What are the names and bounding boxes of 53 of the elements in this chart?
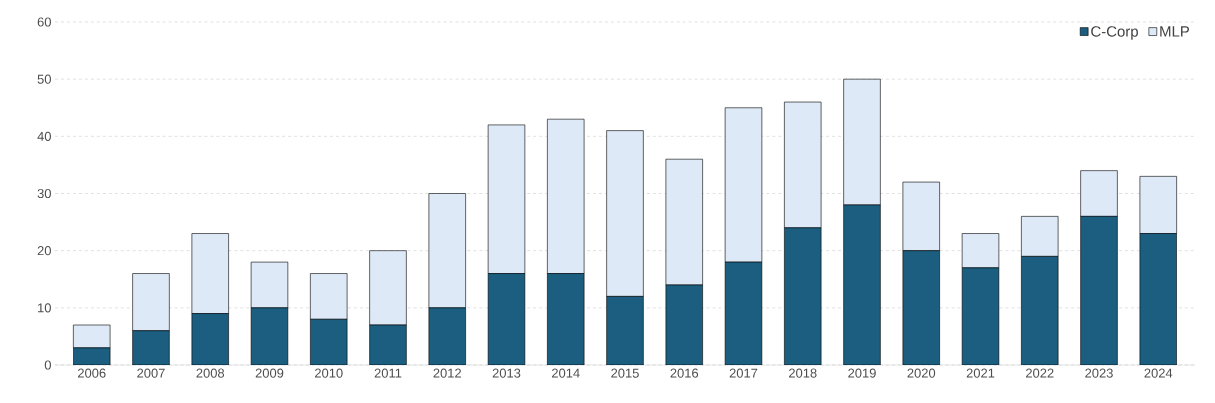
x-tick-label: 2012 — [433, 368, 461, 378]
x-tick-label: 2020 — [907, 368, 936, 378]
y-tick-label: 20 — [37, 246, 51, 256]
y-tick-label: 40 — [37, 131, 51, 141]
x-tick-label: 2007 — [137, 368, 165, 378]
x-tick-label: 2015 — [611, 368, 639, 378]
bar — [961, 233, 1000, 269]
x-tick-label: 2021 — [966, 368, 995, 378]
y-tick-label: 60 — [37, 17, 51, 27]
bar — [1139, 233, 1177, 365]
x-tick-label: 2014 — [551, 368, 580, 378]
legend-label: C-Corp — [1091, 26, 1138, 40]
y-tick-label: 50 — [37, 74, 51, 84]
bar — [1080, 216, 1118, 365]
x-tick-label: 2009 — [255, 368, 284, 378]
bar — [310, 318, 348, 365]
bar — [132, 273, 170, 331]
bar — [606, 296, 644, 365]
bar — [1021, 256, 1059, 365]
x-tick-label: 2018 — [789, 368, 817, 378]
legend-label: MLP — [1160, 26, 1190, 37]
x-tick-label: 2013 — [492, 368, 521, 378]
bar — [547, 273, 585, 365]
x-tick-label: 2017 — [729, 368, 758, 378]
bar — [191, 313, 229, 365]
bar — [369, 324, 407, 365]
bar — [310, 273, 348, 320]
bar — [724, 261, 763, 365]
x-tick-label: 2023 — [1085, 368, 1113, 378]
bar — [784, 227, 822, 365]
x-tick-label: 2011 — [374, 368, 402, 378]
bar — [961, 267, 1000, 365]
y-tick-label: 30 — [37, 188, 51, 199]
x-tick-label: 2010 — [314, 368, 343, 378]
x-tick-label: 2008 — [196, 368, 225, 378]
x-tick-label: 2016 — [670, 368, 699, 378]
y-tick-label: 0 — [44, 360, 51, 370]
x-tick-label: 2019 — [848, 368, 876, 378]
x-tick-label: 2022 — [1026, 368, 1054, 378]
bar — [487, 273, 526, 365]
bar — [250, 261, 289, 309]
bar — [843, 204, 881, 365]
bar — [665, 284, 703, 365]
bar — [902, 250, 940, 365]
x-tick-label: 2006 — [77, 368, 106, 378]
bar — [191, 233, 229, 314]
bar — [1021, 216, 1059, 257]
y-tick-label: 10 — [38, 303, 51, 313]
bar — [132, 330, 170, 365]
bar — [428, 307, 466, 365]
x-tick-label: 2024 — [1144, 368, 1173, 378]
bar — [369, 250, 407, 326]
bar — [250, 307, 289, 365]
